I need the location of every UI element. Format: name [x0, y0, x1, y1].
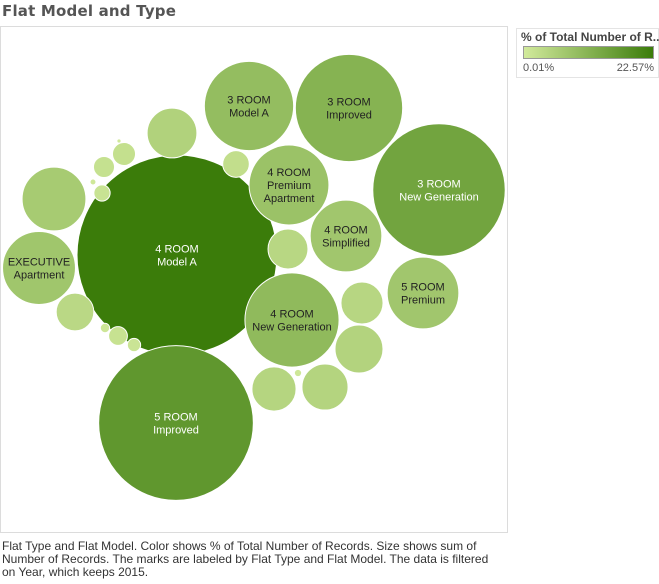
- bubble[interactable]: [92, 155, 116, 179]
- bubble-label: Apartment: [264, 193, 315, 205]
- bubble-label: Premium: [401, 295, 445, 307]
- bubble-label: New Generation: [399, 192, 479, 204]
- legend-color-ramp: [523, 46, 654, 59]
- bubble-mark[interactable]: [301, 363, 349, 411]
- bubble-mark[interactable]: [146, 107, 198, 159]
- bubble-mark[interactable]: [99, 322, 111, 334]
- chart-title: Flat Model and Type: [2, 2, 177, 20]
- bubble-label: Simplified: [322, 238, 370, 250]
- bubble-label: 4 ROOM: [324, 225, 367, 237]
- bubble-label: 3 ROOM: [417, 179, 460, 191]
- bubble[interactable]: [251, 366, 297, 412]
- bubble-mark[interactable]: [111, 141, 137, 167]
- bubble-label: Model A: [229, 108, 269, 120]
- bubble-mark[interactable]: [244, 272, 340, 368]
- bubble-mark[interactable]: [222, 150, 250, 178]
- bubble[interactable]: [89, 178, 97, 186]
- bubble[interactable]: [293, 368, 303, 378]
- bubble-label: Premium: [267, 180, 311, 192]
- bubble[interactable]: [340, 281, 384, 325]
- bubble-mark[interactable]: [21, 166, 87, 232]
- bubble-mark[interactable]: [309, 199, 383, 273]
- bubble-mark[interactable]: [248, 144, 330, 226]
- bubble-label: 5 ROOM: [154, 412, 197, 424]
- bubble-label: 3 ROOM: [327, 97, 370, 109]
- bubble-label: Improved: [326, 110, 372, 122]
- bubble-label: 4 ROOM: [270, 309, 313, 321]
- bubble-mark[interactable]: [89, 178, 97, 186]
- bubble-label: EXECUTIVE: [8, 257, 70, 269]
- bubble-mark[interactable]: [251, 366, 297, 412]
- bubble-mark[interactable]: [340, 281, 384, 325]
- bubble-label: 4 ROOM: [267, 167, 310, 179]
- bubble[interactable]: [21, 166, 87, 232]
- bubble-label: Apartment: [14, 270, 65, 282]
- bubble-mark[interactable]: [108, 326, 128, 346]
- bubble-mark[interactable]: [126, 337, 142, 353]
- bubble-mark[interactable]: [293, 368, 303, 378]
- legend-title: % of Total Number of R..: [521, 30, 659, 44]
- bubble[interactable]: [146, 107, 198, 159]
- bubble-label: 4 ROOM: [155, 244, 198, 256]
- bubble[interactable]: [93, 184, 111, 202]
- bubble-mark[interactable]: [334, 324, 384, 374]
- bubble[interactable]: [301, 363, 349, 411]
- legend-min-label: 0.01%: [523, 62, 555, 74]
- bubble-label: 5 ROOM: [401, 282, 444, 294]
- bubble-label: Model A: [157, 257, 197, 269]
- bubble-mark[interactable]: [267, 228, 309, 270]
- bubble-mark[interactable]: [203, 60, 295, 152]
- bubble-mark[interactable]: [372, 123, 506, 257]
- bubble[interactable]: [334, 324, 384, 374]
- bubble-label: New Generation: [252, 322, 332, 334]
- bubble-mark[interactable]: [2, 231, 76, 305]
- bubble-mark[interactable]: [55, 292, 95, 332]
- legend-max-label: 22.57%: [616, 62, 654, 74]
- bubble-mark[interactable]: [386, 256, 460, 330]
- bubble-mark[interactable]: [116, 138, 122, 144]
- bubble-mark[interactable]: [93, 184, 111, 202]
- bubble-label: Improved: [153, 425, 199, 437]
- color-legend: % of Total Number of R.. 0.01% 22.57%: [516, 28, 659, 78]
- bubble[interactable]: [222, 150, 250, 178]
- chart-caption: Flat Type and Flat Model. Color shows % …: [2, 539, 489, 579]
- bubble[interactable]: [55, 292, 95, 332]
- bubble[interactable]: [111, 141, 137, 167]
- bubble-mark[interactable]: [92, 155, 116, 179]
- bubble-label: 3 ROOM: [227, 95, 270, 107]
- bubble[interactable]: [116, 138, 122, 144]
- bubble[interactable]: [99, 322, 111, 334]
- bubble[interactable]: [108, 326, 128, 346]
- bubble[interactable]: [267, 228, 309, 270]
- bubble-mark[interactable]: [98, 345, 254, 501]
- bubble[interactable]: [126, 337, 142, 353]
- bubble-mark[interactable]: [294, 53, 404, 163]
